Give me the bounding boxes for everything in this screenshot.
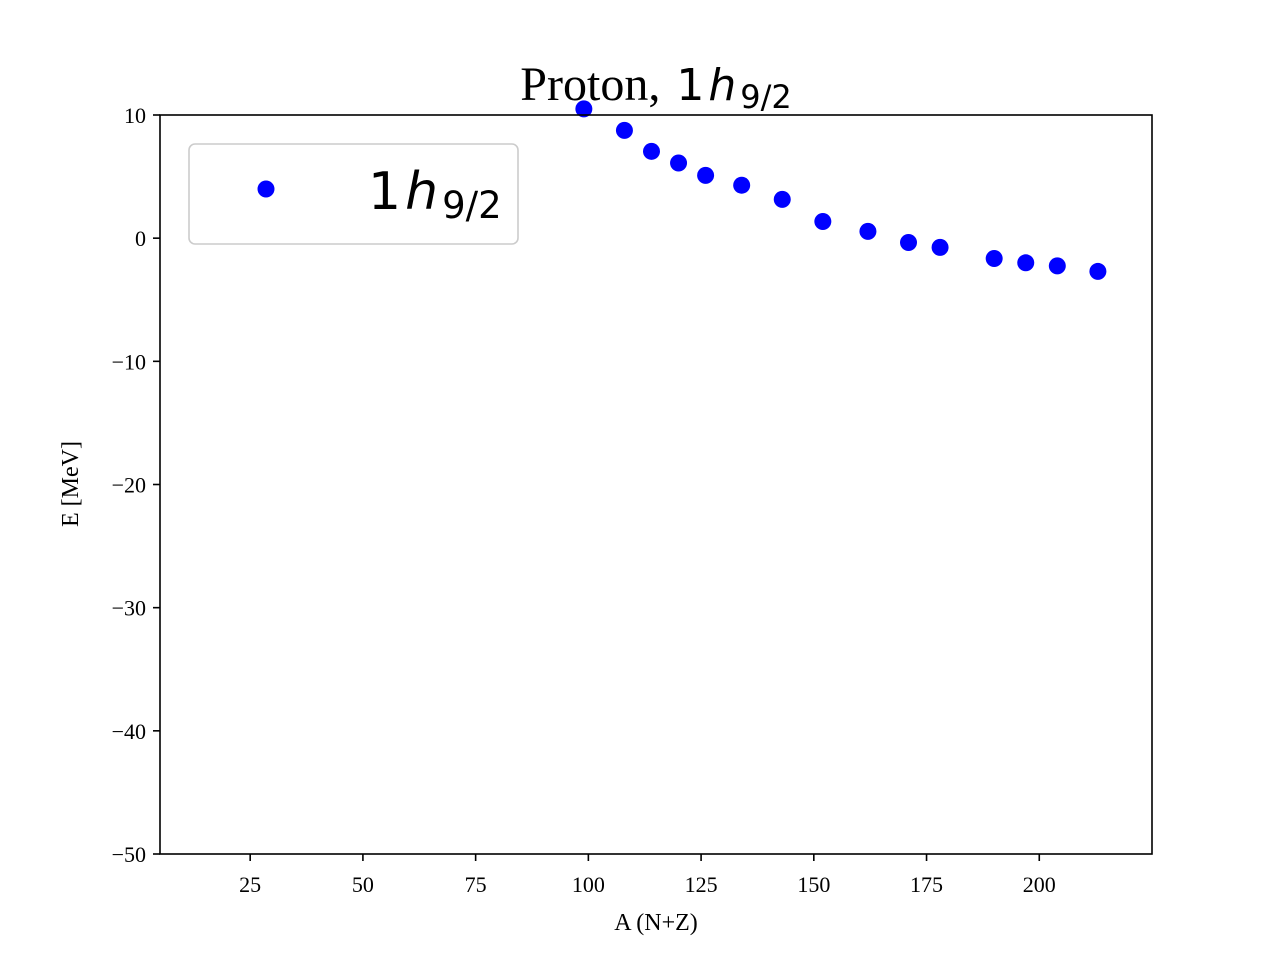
chart-title-prefix: Proton, [520, 58, 660, 111]
y-tick-label: −50 [112, 842, 146, 867]
data-point [859, 222, 877, 240]
chart-title-math-main: 1 [676, 60, 704, 111]
data-point [773, 190, 791, 208]
y-axis: −50 −40 −30 −20 −10 0 10 [112, 103, 160, 867]
data-point [1048, 257, 1066, 275]
x-axis-label: A (N+Z) [614, 910, 698, 936]
legend-label: 1 h 9/2 [368, 162, 502, 227]
data-point [670, 154, 688, 172]
data-point [1017, 254, 1035, 272]
legend-box [188, 143, 519, 245]
data-point [615, 121, 633, 139]
chart-title-math-italic: h [708, 60, 736, 111]
legend-label-italic: h [405, 162, 438, 222]
data-point [814, 213, 832, 231]
x-tick-label: 200 [1023, 872, 1056, 897]
x-tick-label: 150 [797, 872, 830, 897]
chart-title: Proton, 1 h 9/2 [520, 58, 791, 116]
data-point [985, 249, 1003, 267]
data-point [931, 238, 949, 256]
legend-label-sub: 9/2 [442, 184, 502, 227]
data-point [642, 142, 660, 160]
x-tick-label: 50 [352, 872, 374, 897]
data-point [697, 166, 715, 184]
y-tick-label: −10 [112, 349, 146, 374]
y-axis-label: E [MeV] [58, 441, 84, 527]
x-tick-label: 75 [465, 872, 487, 897]
chart-title-math-sub: 9/2 [740, 78, 792, 116]
y-tick-label: 0 [135, 226, 146, 251]
data-point [900, 233, 918, 251]
x-tick-label: 100 [572, 872, 605, 897]
y-tick-label: −20 [112, 473, 146, 498]
x-tick-label: 175 [910, 872, 943, 897]
legend-marker [257, 180, 275, 198]
x-tick-label: 25 [239, 872, 261, 897]
x-tick-label: 125 [685, 872, 718, 897]
x-axis: 25 50 75 100 125 150 175 200 [239, 854, 1056, 897]
y-tick-label: −40 [112, 719, 146, 744]
data-point [733, 176, 751, 194]
legend-label-main: 1 [368, 162, 401, 222]
plot-area [575, 100, 1107, 280]
y-tick-label: 10 [124, 103, 146, 128]
y-tick-label: −30 [112, 596, 146, 621]
data-point [575, 100, 593, 118]
data-point [1089, 262, 1107, 280]
legend: 1 h 9/2 [188, 143, 519, 245]
